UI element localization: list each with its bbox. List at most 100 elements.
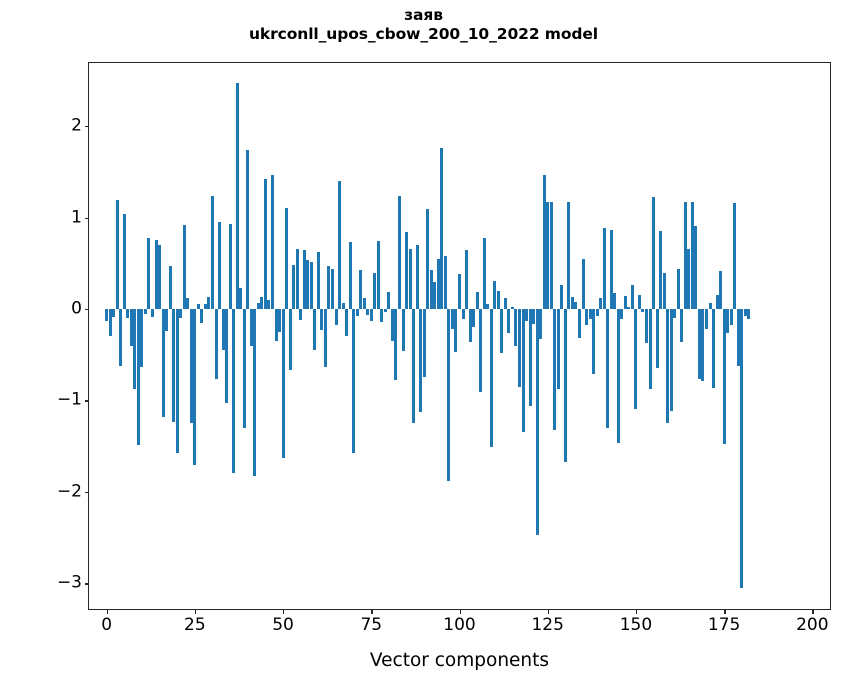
bar [514, 309, 518, 346]
bar [489, 309, 493, 448]
bar [468, 309, 472, 342]
bar [426, 209, 430, 310]
bar [129, 309, 133, 346]
bar [108, 309, 112, 337]
bar [320, 309, 324, 331]
chart-title-line-2: ukrconll_upos_cbow_200_10_2022 model [248, 25, 599, 43]
bar [599, 298, 603, 309]
bar [440, 148, 444, 309]
x-tick-label: 125 [531, 615, 564, 635]
y-tick-label: 1 [71, 207, 82, 228]
bar [373, 273, 377, 309]
bar [450, 309, 454, 330]
bar [447, 309, 451, 481]
bar [652, 197, 656, 309]
bar [369, 309, 373, 321]
bar [697, 309, 701, 379]
bar [172, 309, 176, 422]
bar [260, 297, 264, 309]
bar [472, 309, 476, 328]
bar [733, 202, 737, 309]
bar [334, 309, 338, 325]
bar [676, 268, 680, 309]
bar [517, 309, 521, 387]
bar [316, 252, 320, 310]
bar [740, 309, 744, 588]
bar [715, 295, 719, 309]
x-tick-label: 200 [796, 615, 829, 635]
bar [419, 309, 423, 413]
bar [387, 291, 391, 310]
x-tick-label: 50 [272, 615, 294, 635]
bar [574, 301, 578, 310]
bar [623, 296, 627, 309]
bar [712, 309, 716, 388]
bar [359, 269, 363, 309]
x-tick-mark [635, 609, 638, 614]
bar [542, 175, 546, 309]
bar [154, 240, 158, 309]
bar [263, 179, 267, 309]
bar [383, 309, 387, 312]
bar [412, 309, 416, 424]
bar [616, 309, 620, 444]
bar [168, 266, 172, 310]
bar [496, 290, 500, 309]
bar [193, 309, 197, 466]
x-tick-mark [459, 609, 461, 614]
bar [567, 202, 571, 309]
bar [630, 285, 634, 309]
bar [726, 309, 730, 333]
bar [182, 224, 186, 310]
bar [115, 200, 119, 309]
bar [500, 309, 504, 353]
bar [228, 223, 232, 309]
y-tick-mark [84, 309, 89, 311]
bar [458, 274, 461, 310]
bar [570, 297, 574, 309]
bar-series [89, 63, 830, 609]
bar [239, 287, 243, 310]
bar [595, 309, 599, 317]
x-tick-mark [194, 609, 197, 614]
bar [553, 309, 557, 430]
x-tick-label: 75 [360, 615, 383, 635]
bar [249, 309, 253, 346]
bar [256, 302, 260, 309]
bar [398, 195, 401, 310]
bar [465, 250, 469, 310]
bar [708, 302, 712, 309]
bar [690, 202, 694, 309]
bar [556, 309, 560, 390]
bar [203, 303, 207, 310]
y-tick-mark [84, 583, 89, 585]
y-tick-mark [84, 400, 89, 402]
bar [345, 309, 349, 337]
bar [327, 266, 331, 310]
chart-title-line-1: заяв [404, 6, 443, 24]
bar [143, 309, 147, 314]
bar [454, 309, 458, 352]
bar [683, 202, 687, 309]
bar [493, 280, 497, 309]
bar [535, 309, 539, 535]
bar [380, 309, 384, 322]
bar [278, 309, 282, 332]
bar [288, 309, 292, 371]
bar [479, 309, 483, 393]
x-tick-mark [106, 609, 109, 614]
bar [401, 309, 405, 352]
bar [242, 309, 246, 428]
y-tick-label: 2 [71, 115, 82, 136]
bar [313, 309, 317, 351]
bar [274, 309, 278, 342]
bar [196, 304, 200, 309]
bar [669, 309, 673, 412]
bar [306, 259, 310, 309]
x-axis-label: Vector components [369, 650, 550, 671]
bar [528, 309, 532, 406]
bar [147, 237, 151, 309]
bar [105, 309, 109, 321]
bar [539, 309, 543, 340]
